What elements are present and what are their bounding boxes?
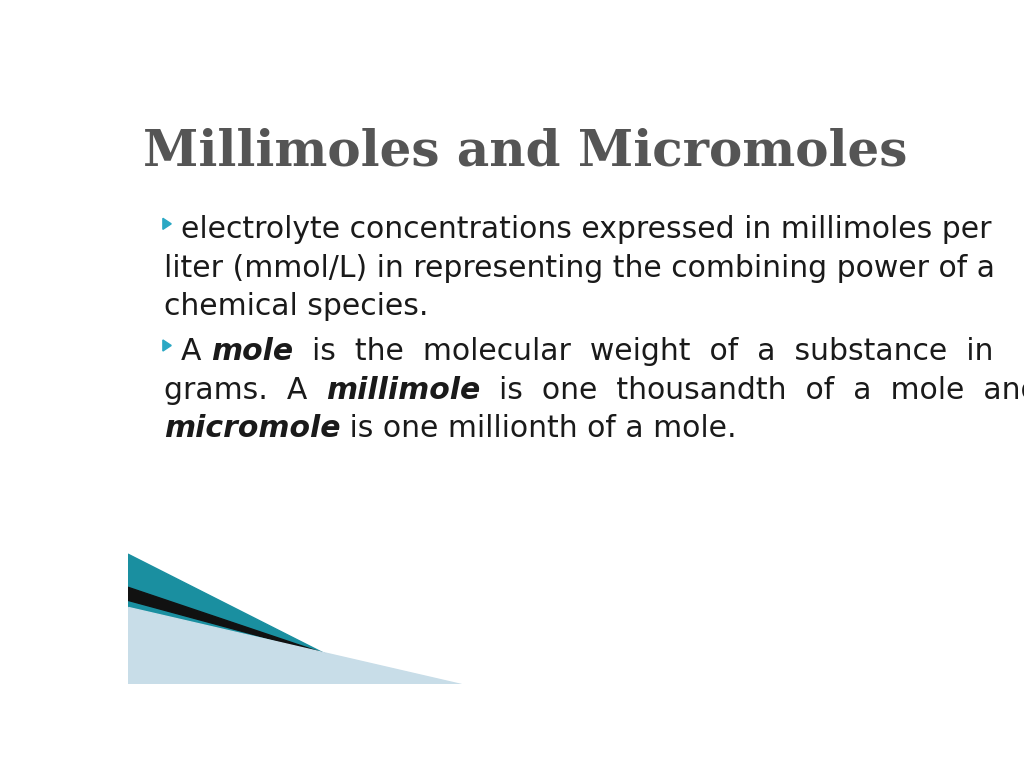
Text: electrolyte concentrations expressed in millimoles per: electrolyte concentrations expressed in … xyxy=(180,215,991,244)
Text: liter (mmol/L) in representing the combining power of a: liter (mmol/L) in representing the combi… xyxy=(164,254,994,283)
Text: A: A xyxy=(180,337,211,366)
Text: micromole: micromole xyxy=(164,414,340,443)
Text: mole: mole xyxy=(211,337,293,366)
Text: is one millionth of a mole.: is one millionth of a mole. xyxy=(340,414,737,443)
Polygon shape xyxy=(128,607,461,684)
Polygon shape xyxy=(128,588,434,684)
Polygon shape xyxy=(163,340,171,351)
Polygon shape xyxy=(163,218,171,230)
Text: chemical species.: chemical species. xyxy=(164,293,428,321)
Polygon shape xyxy=(128,554,384,684)
Text: Millimoles and Micromoles: Millimoles and Micromoles xyxy=(142,127,907,177)
Text: is  the  molecular  weight  of  a  substance  in: is the molecular weight of a substance i… xyxy=(293,337,993,366)
Text: grams.  A: grams. A xyxy=(164,376,326,405)
Text: is  one  thousandth  of  a  mole  and  a: is one thousandth of a mole and a xyxy=(480,376,1024,405)
Text: millimole: millimole xyxy=(326,376,480,405)
